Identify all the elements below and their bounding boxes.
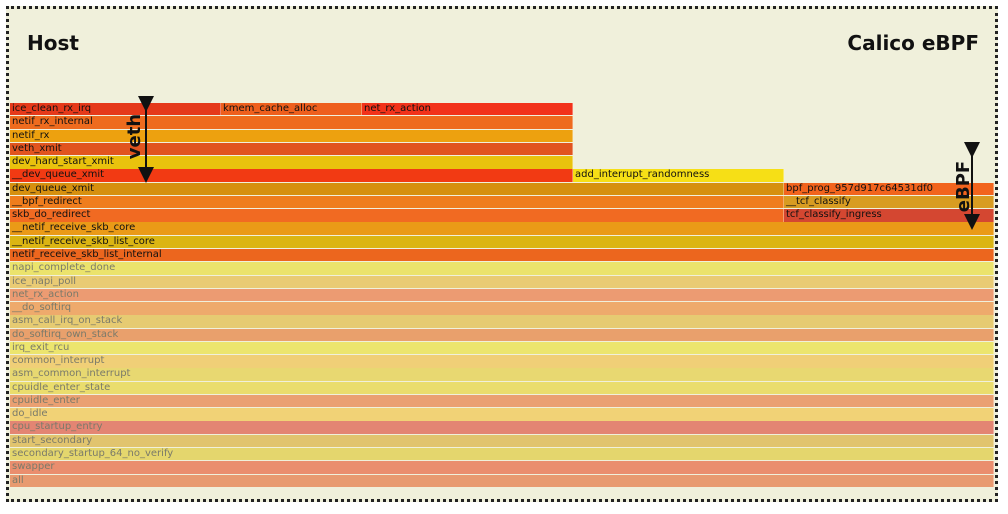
flame-frame[interactable]: netif_rx <box>10 129 573 142</box>
flame-frame[interactable]: irq_exit_rcu <box>10 341 994 355</box>
flame-frame[interactable]: netif_rx_internal <box>10 116 573 129</box>
flame-frame[interactable]: dev_queue_xmit <box>10 182 784 196</box>
flame-frame[interactable]: all <box>10 474 994 488</box>
calico-ebpf-title: Calico eBPF <box>847 31 979 55</box>
veth-label: veth <box>124 113 146 160</box>
flame-frame[interactable]: net_rx_action <box>10 288 994 302</box>
flame-frame[interactable]: ice_clean_rx_irq <box>10 103 221 116</box>
flame-frame[interactable]: __dev_queue_xmit <box>10 169 573 182</box>
flame-frame[interactable]: tcf_classify_ingress <box>784 209 994 222</box>
flame-frame[interactable]: net_rx_action <box>362 103 573 116</box>
flame-frame[interactable]: do_idle <box>10 408 994 421</box>
flame-frame[interactable]: dev_hard_start_xmit <box>10 156 573 169</box>
flame-frame[interactable]: swapper <box>10 461 994 474</box>
flame-frame[interactable]: netif_receive_skb_list_internal <box>10 248 994 262</box>
flame-frame[interactable]: ice_napi_poll <box>10 275 994 288</box>
flame-frame[interactable]: bpf_prog_957d917c64531df0 <box>784 182 994 196</box>
flame-frame[interactable]: __netif_receive_skb_core <box>10 222 994 235</box>
flame-frame[interactable]: __netif_receive_skb_list_core <box>10 235 994 249</box>
flame-frame[interactable]: add_interrupt_randomness <box>573 169 784 182</box>
flame-frame[interactable]: cpu_startup_entry <box>10 421 994 434</box>
flame-frame[interactable]: cpuidle_enter_state <box>10 381 994 395</box>
flame-frame[interactable]: start_secondary <box>10 434 994 448</box>
flame-frame[interactable]: common_interrupt <box>10 355 994 368</box>
flame-frame[interactable]: do_softirq_own_stack <box>10 328 994 342</box>
flame-frame[interactable]: secondary_startup_64_no_verify <box>10 448 994 461</box>
flame-frame[interactable]: __do_softirq <box>10 302 994 315</box>
flame-frame[interactable]: skb_do_redirect <box>10 209 784 222</box>
flame-frame[interactable]: napi_complete_done <box>10 262 994 275</box>
flame-frame[interactable]: kmem_cache_alloc <box>221 103 362 116</box>
ebpf-label: eBPF <box>953 160 975 213</box>
flame-frame[interactable]: cpuidle_enter <box>10 394 994 408</box>
flame-frame[interactable]: asm_common_interrupt <box>10 368 994 381</box>
flame-frame[interactable]: veth_xmit <box>10 142 573 156</box>
flame-frame[interactable]: asm_call_irq_on_stack <box>10 315 994 328</box>
host-title: Host <box>27 31 79 55</box>
flame-frame[interactable]: __tcf_classify <box>784 195 994 209</box>
flame-frame[interactable]: __bpf_redirect <box>10 195 784 209</box>
